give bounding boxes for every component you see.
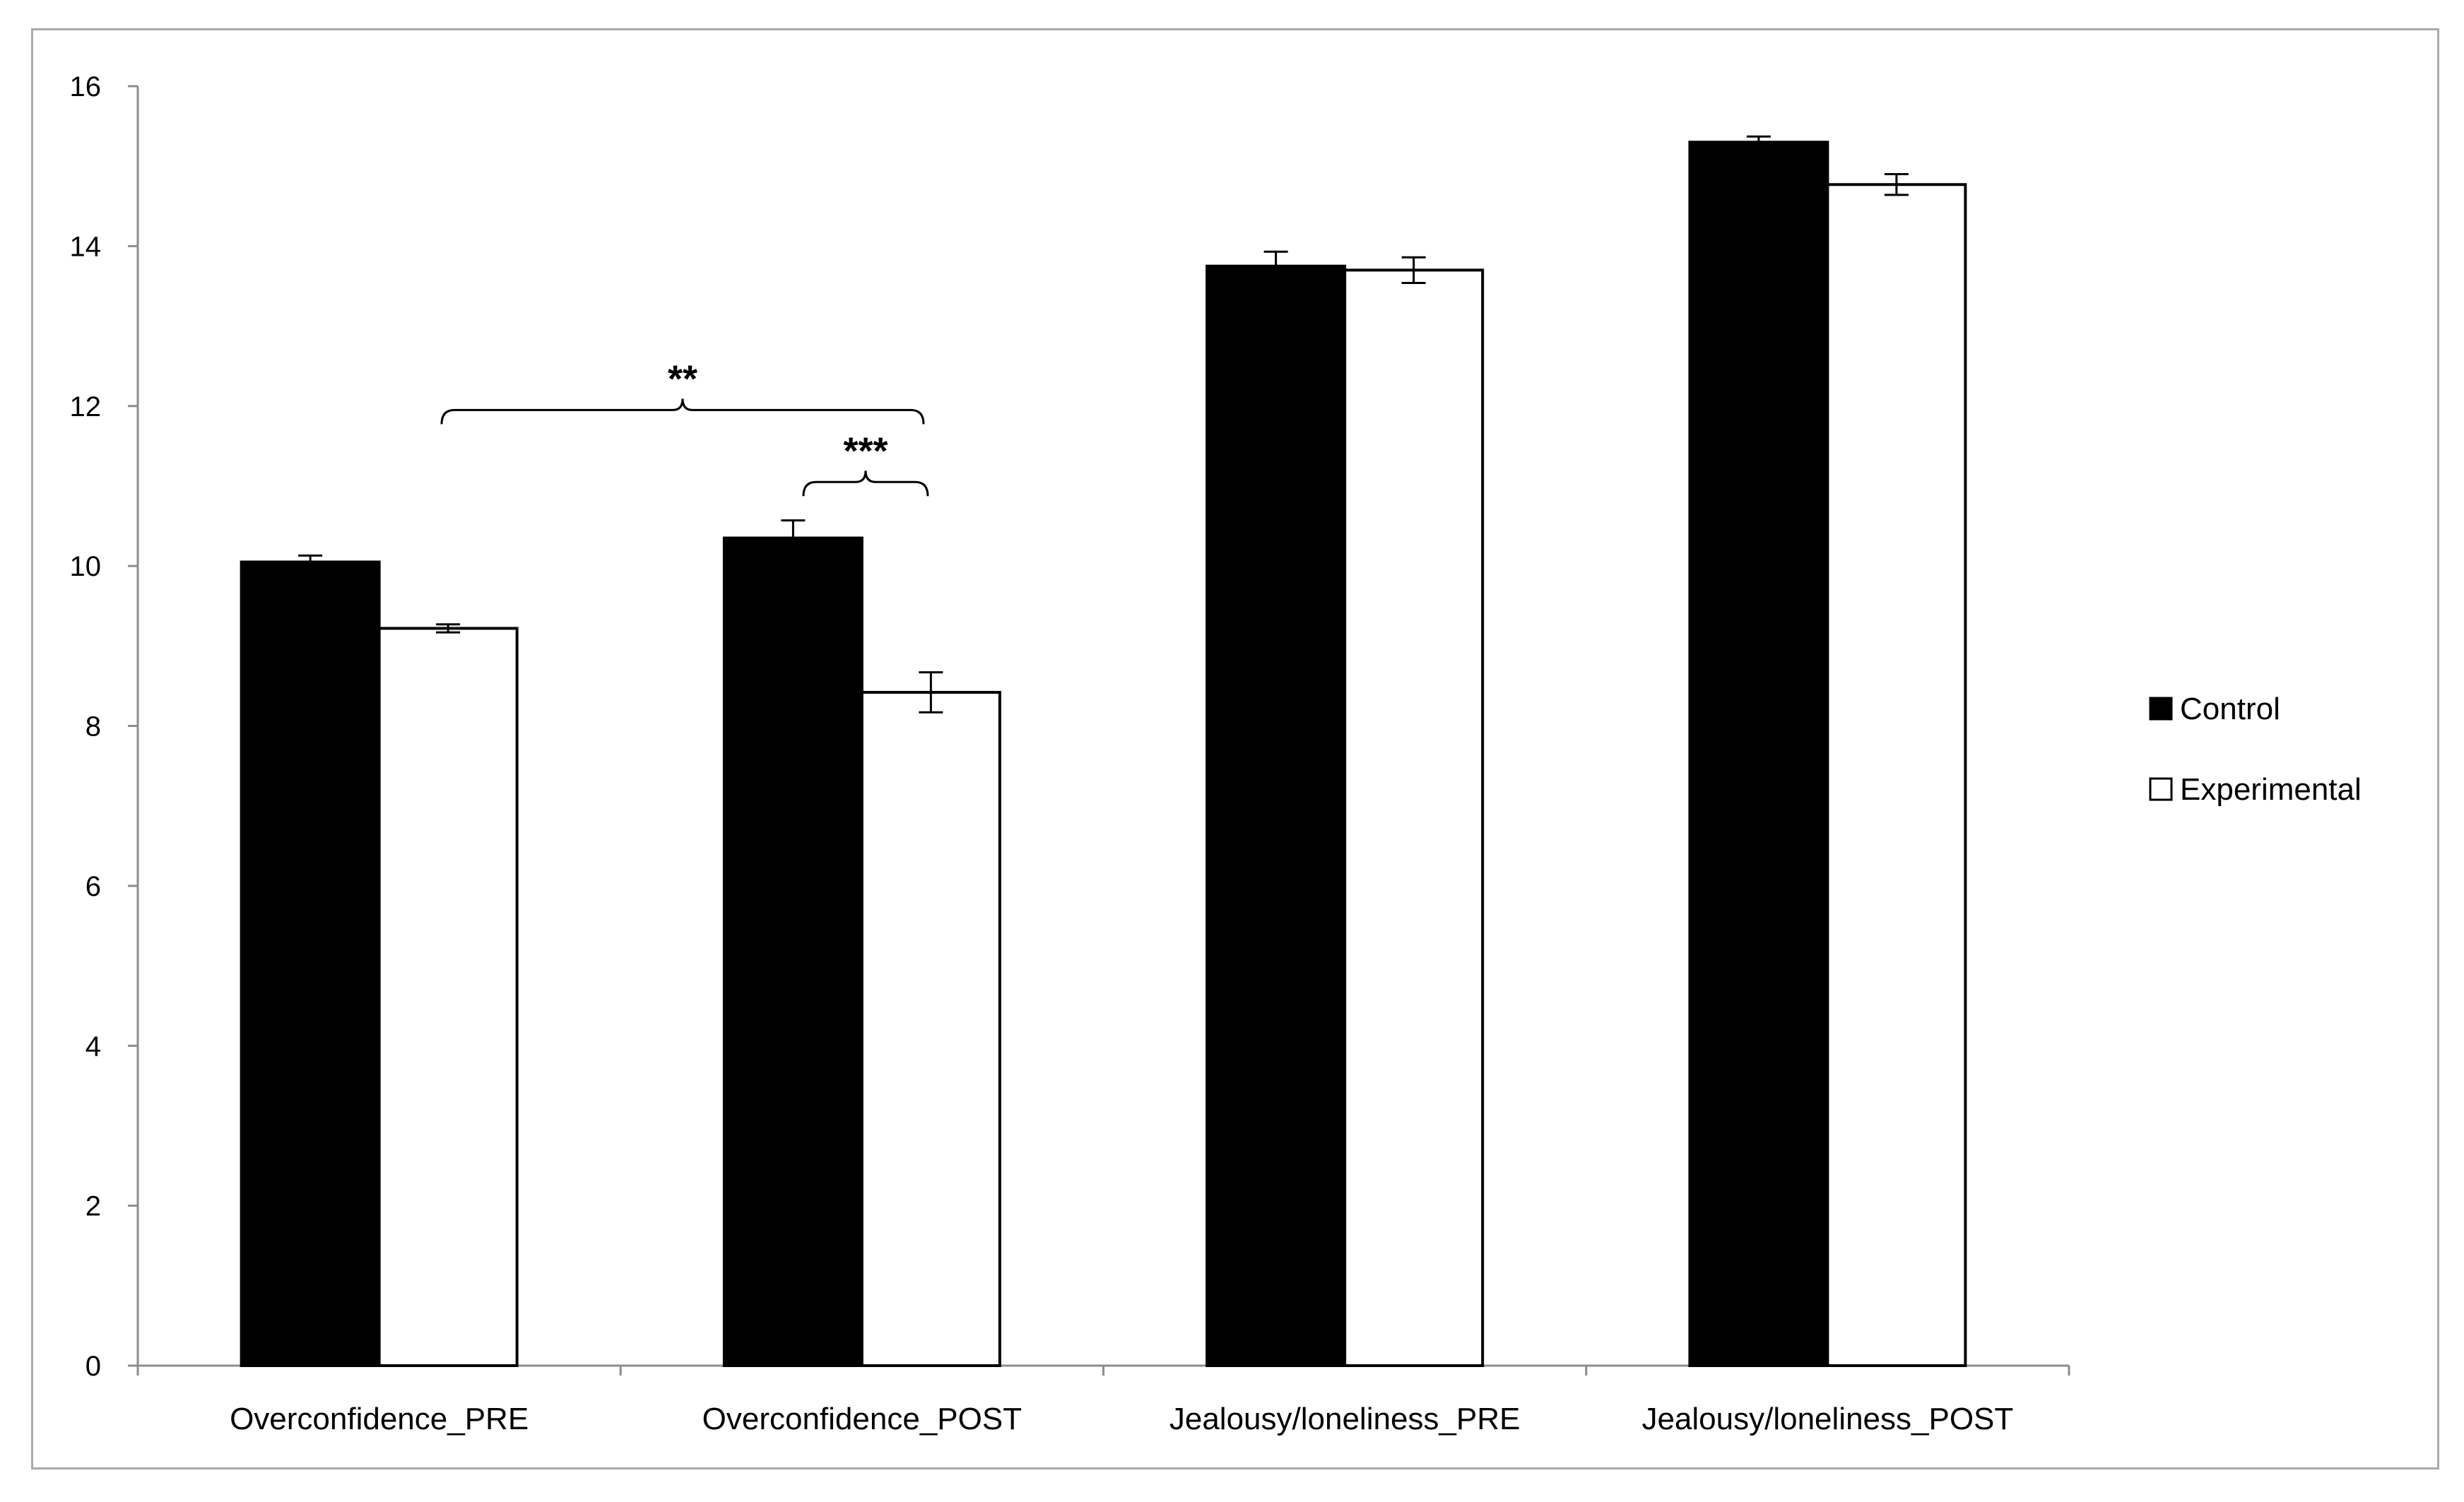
y-tick-label: 8	[86, 711, 101, 743]
legend-label: Control	[2180, 692, 2280, 726]
y-tick-label: 0	[86, 1351, 101, 1382]
y-tick-label: 6	[86, 871, 101, 902]
y-tick-label: 16	[70, 71, 102, 102]
legend-swatch-experimental	[2149, 777, 2173, 801]
significance-bracket	[802, 471, 929, 497]
bar-control	[1206, 264, 1347, 1367]
y-tick-label: 12	[70, 391, 102, 422]
legend-label: Experimental	[2180, 772, 2362, 807]
bar-control	[1688, 141, 1829, 1368]
legend-swatch-control	[2149, 697, 2173, 721]
bar-experimental	[1343, 268, 1485, 1367]
y-tick-label: 2	[86, 1191, 101, 1222]
y-tick-label: 4	[86, 1031, 101, 1062]
bar-experimental	[1826, 183, 1967, 1368]
x-category-label: Overconfidence_PRE	[230, 1402, 529, 1436]
bar-experimental	[377, 627, 519, 1367]
y-tick-label: 10	[70, 551, 102, 582]
bar-experimental	[860, 690, 1001, 1367]
significance-bracket	[440, 398, 925, 425]
x-category-label: Jealousy/loneliness_POST	[1641, 1402, 2013, 1436]
y-tick-label: 14	[70, 231, 102, 262]
bar-control	[240, 560, 381, 1368]
significance-label: **	[668, 357, 697, 400]
x-category-label: Overconfidence_POST	[702, 1402, 1022, 1436]
bar-control	[722, 536, 863, 1367]
significance-label: ***	[843, 430, 888, 472]
x-category-label: Jealousy/loneliness_PRE	[1169, 1402, 1521, 1436]
